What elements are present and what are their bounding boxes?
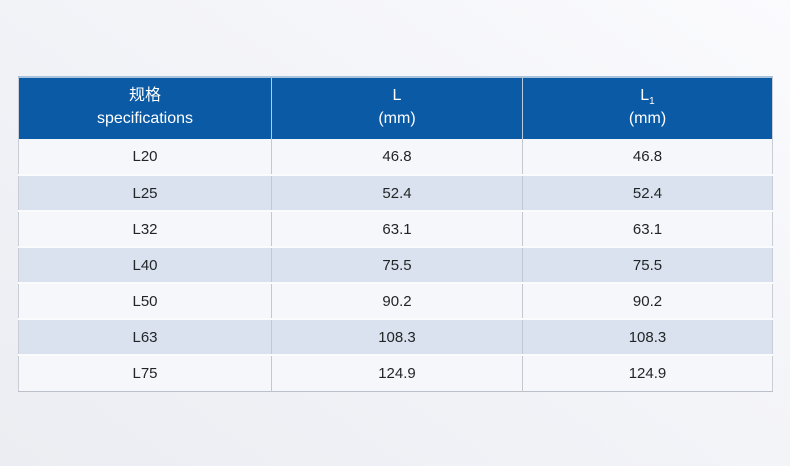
table-cell-l1: 75.5 bbox=[522, 246, 773, 283]
spec-table-container: 规格 specifications L (mm) L1 (mm) L20 46.… bbox=[18, 76, 773, 392]
table-cell-spec: L25 bbox=[18, 174, 272, 211]
table-cell-l1: 63.1 bbox=[522, 210, 773, 247]
table-cell-l: 108.3 bbox=[271, 318, 523, 355]
spec-table-body: L20 46.8 46.8 L25 52.4 52.4 L32 63.1 63.… bbox=[18, 139, 773, 391]
table-cell-l1: 46.8 bbox=[522, 139, 773, 175]
table-cell-l1: 108.3 bbox=[522, 318, 773, 355]
col-header-line1: 规格 bbox=[128, 87, 161, 105]
table-cell-l: 124.9 bbox=[271, 354, 523, 391]
table-row: L32 63.1 63.1 bbox=[18, 210, 773, 247]
table-cell-l: 75.5 bbox=[271, 246, 523, 283]
table-row: L75 124.9 124.9 bbox=[18, 354, 773, 391]
col-header-line1: L bbox=[392, 87, 402, 105]
col-header-subscript: 1 bbox=[649, 96, 655, 108]
table-cell-l: 90.2 bbox=[271, 282, 523, 319]
table-cell-l: 52.4 bbox=[271, 174, 523, 211]
table-row: L40 75.5 75.5 bbox=[18, 246, 773, 283]
table-cell-l1: 90.2 bbox=[522, 282, 773, 319]
col-header-L1: L1 (mm) bbox=[522, 76, 773, 139]
table-cell-spec: L75 bbox=[18, 354, 272, 391]
header-row: 规格 specifications L (mm) L1 (mm) bbox=[18, 76, 773, 139]
table-row: L50 90.2 90.2 bbox=[18, 282, 773, 319]
col-header-line1: L bbox=[640, 87, 650, 105]
table-row: L20 46.8 46.8 bbox=[18, 139, 773, 175]
table-row: L63 108.3 108.3 bbox=[18, 318, 773, 355]
col-header-line2: (mm) bbox=[378, 109, 416, 127]
table-cell-l: 46.8 bbox=[271, 139, 523, 175]
col-header-line2: specifications bbox=[96, 109, 194, 127]
table-cell-l1: 52.4 bbox=[522, 174, 773, 211]
spec-table: 规格 specifications L (mm) L1 (mm) L20 46.… bbox=[18, 76, 773, 392]
table-row: L25 52.4 52.4 bbox=[18, 174, 773, 211]
col-header-specifications: 规格 specifications bbox=[18, 76, 272, 139]
table-cell-l1: 124.9 bbox=[522, 354, 773, 391]
table-cell-spec: L50 bbox=[18, 282, 272, 319]
table-cell-l: 63.1 bbox=[271, 210, 523, 247]
col-header-L: L (mm) bbox=[271, 76, 523, 139]
table-cell-spec: L20 bbox=[18, 139, 272, 175]
table-cell-spec: L32 bbox=[18, 210, 272, 247]
table-cell-spec: L40 bbox=[18, 246, 272, 283]
col-header-line2: (mm) bbox=[628, 109, 667, 127]
spec-table-header: 规格 specifications L (mm) L1 (mm) bbox=[18, 76, 773, 139]
table-cell-spec: L63 bbox=[18, 318, 272, 355]
